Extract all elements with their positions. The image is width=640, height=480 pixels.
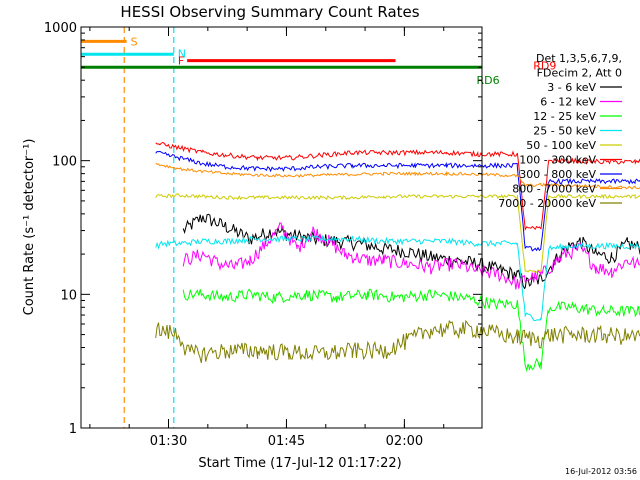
legend-label-5: 100 - 300 keV: [519, 154, 596, 167]
chart-title: HESSI Observing Summary Count Rates: [120, 3, 419, 21]
legend-header-0: Det 1,3,5,6,7,9,: [536, 52, 622, 65]
y-tick-label-0: 1: [69, 422, 77, 437]
axes: 1 10 100 1000 01:30 01:45 02:00: [44, 21, 483, 449]
plot-frame: [80, 26, 483, 429]
legend-label-7: 800 - 7000 keV: [512, 183, 596, 196]
legend-header-1: FDecim 2, Att 0: [537, 67, 622, 80]
x-tick-label-1: 01:45: [268, 434, 305, 449]
legend-label-2: 12 - 25 keV: [533, 110, 596, 123]
y-tick-label-1: 10: [60, 288, 77, 303]
y-tick-label-2: 100: [52, 155, 77, 170]
flag-label-0: S: [131, 35, 138, 48]
x-tick-label-2: 02:00: [386, 434, 423, 449]
series-line-2-0: [182, 288, 640, 373]
reference-lines: [123, 27, 175, 428]
footer-timestamp: 16-Jul-2012 03:56: [565, 467, 637, 476]
series-line-5-0: [155, 141, 640, 231]
series-line-8-0: [155, 319, 640, 364]
flag-label-2: F: [178, 55, 184, 68]
data-series: [155, 141, 640, 373]
flag-label-3: RD9: [533, 60, 556, 73]
legend-label-0: 3 - 6 keV: [547, 81, 596, 94]
legend-label-3: 25 - 50 keV: [533, 125, 596, 138]
y-axis-label: Count Rate (s⁻¹ detector⁻¹): [22, 139, 37, 316]
flag-label-1: N: [178, 47, 186, 60]
legend: Det 1,3,5,6,7,9, FDecim 2, Att 03 - 6 keV…: [498, 52, 622, 210]
series-line-3-0: [155, 234, 640, 322]
legend-label-1: 6 - 12 keV: [540, 96, 596, 109]
series-line-1-0: [182, 222, 640, 290]
legend-label-8: 7000 - 20000 keV: [498, 197, 596, 210]
legend-label-4: 50 - 100 keV: [526, 139, 596, 152]
x-tick-label-0: 01:30: [150, 434, 187, 449]
x-axis-label: Start Time (17-Jul-12 01:17:22): [198, 456, 401, 471]
series-line-7-0: [155, 162, 640, 190]
y-tick-label-3: 1000: [44, 21, 77, 36]
legend-label-6: 300 - 800 keV: [519, 168, 596, 181]
series-line-4-0: [155, 193, 640, 273]
series-line-6-0: [155, 150, 640, 252]
